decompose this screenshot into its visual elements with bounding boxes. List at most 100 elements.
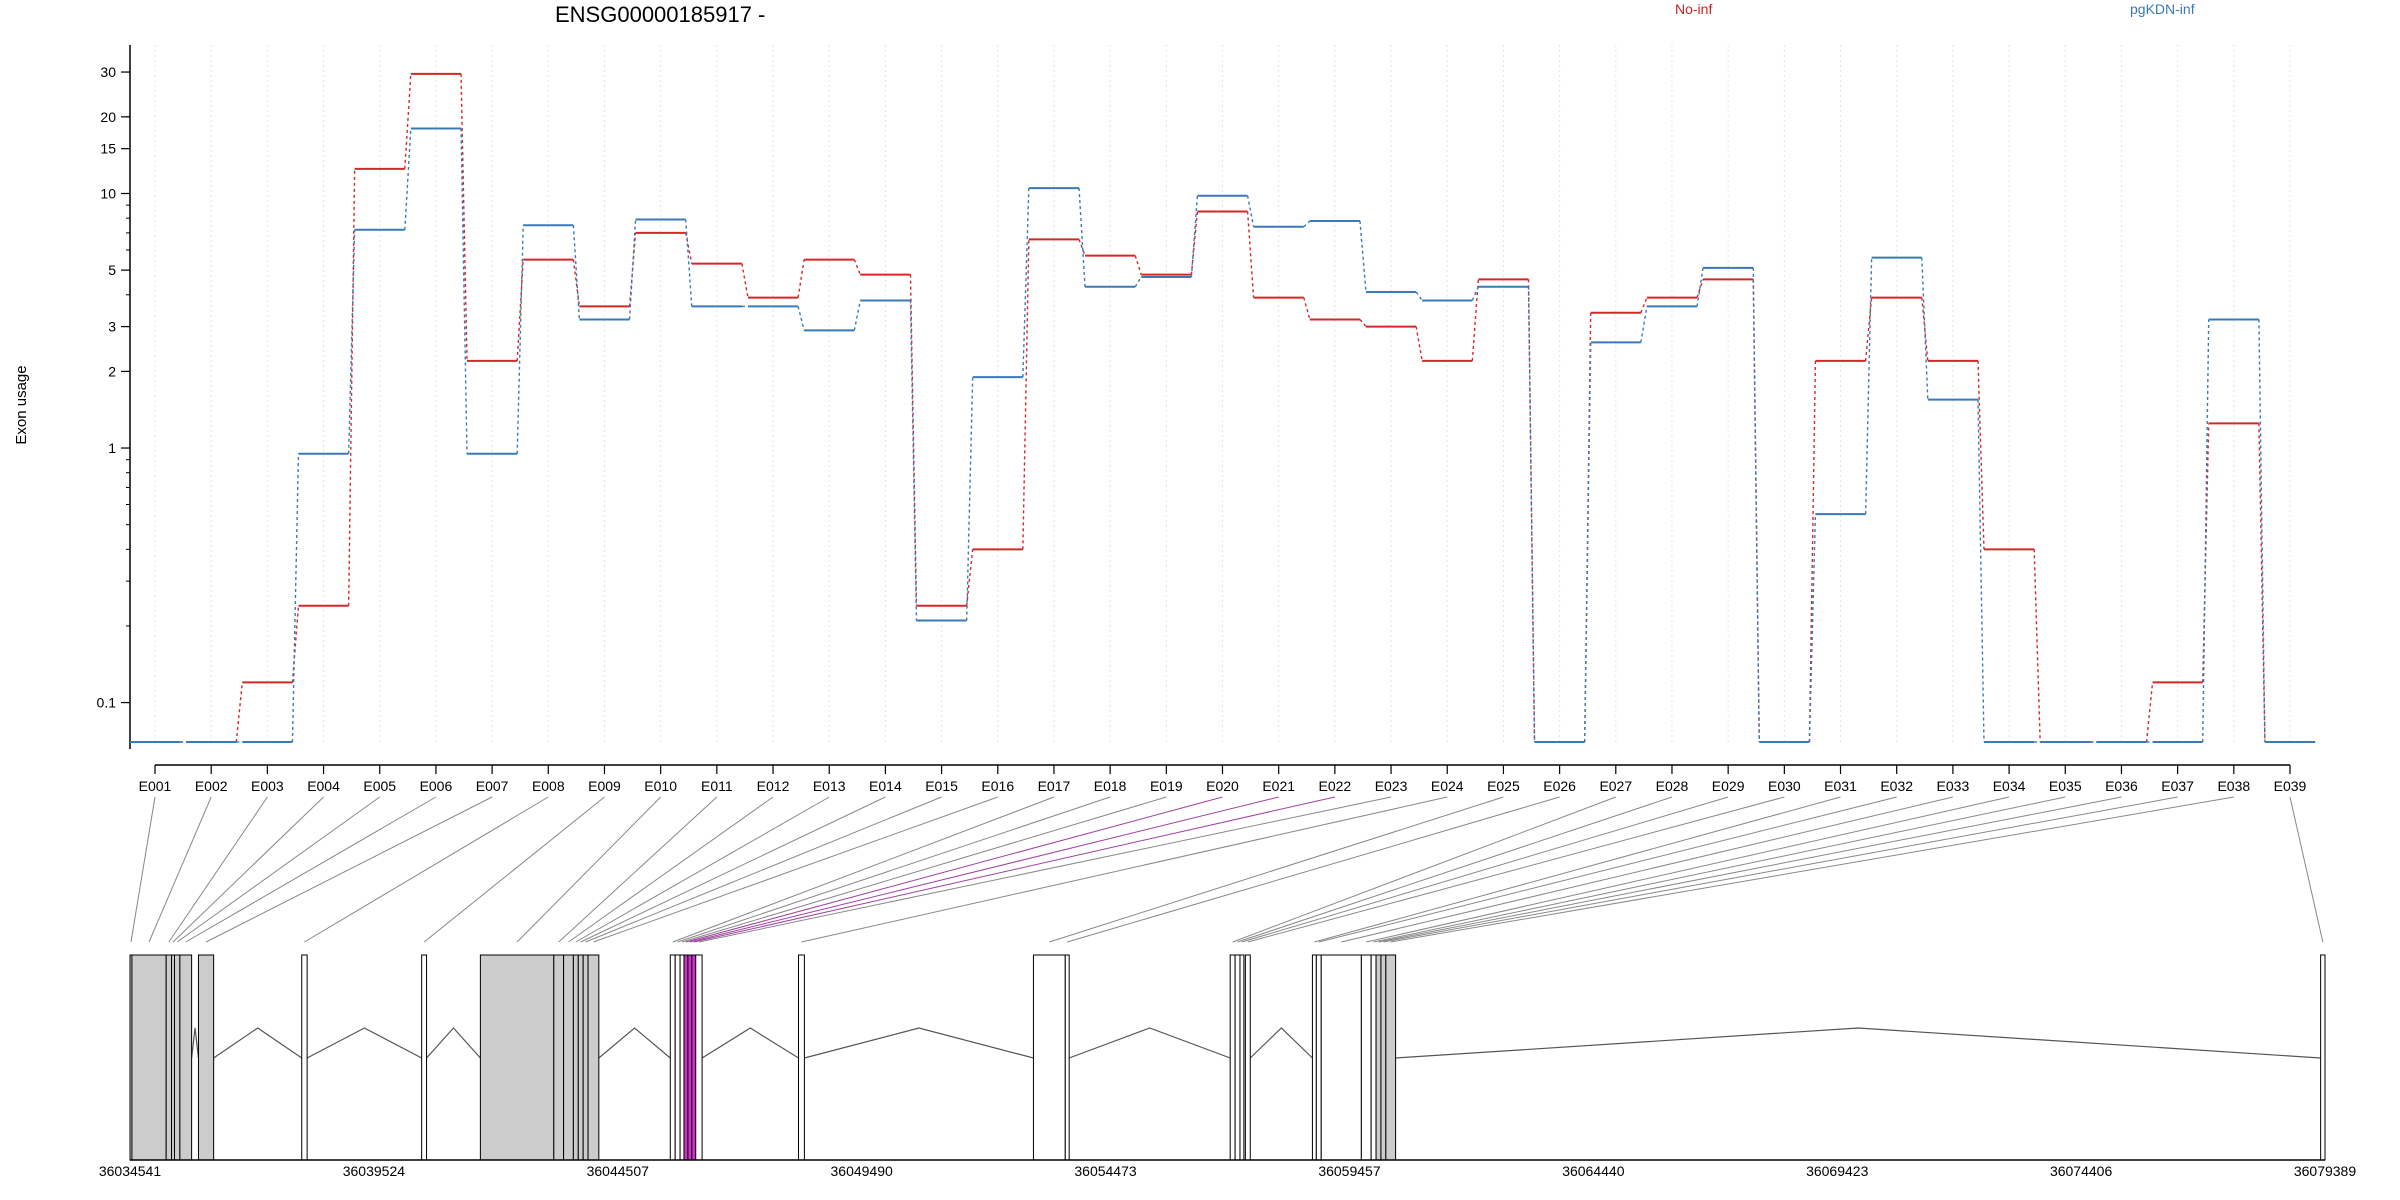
exon-connector-line xyxy=(1241,796,1729,943)
exon-connector-line xyxy=(1318,796,1897,943)
exon-box xyxy=(587,954,600,1161)
exon-connector-line xyxy=(1390,796,2234,943)
exon-connector-line xyxy=(1366,796,2010,943)
data-connector xyxy=(1022,239,1030,550)
exon-box xyxy=(179,954,193,1161)
x-tick-label: E032 xyxy=(1880,778,1913,794)
exon-box xyxy=(301,954,308,1161)
x-tick-label: E025 xyxy=(1487,778,1520,794)
genomic-tick-label: 36054473 xyxy=(1074,1163,1137,1179)
genomic-tick-label: 36039524 xyxy=(343,1163,406,1179)
data-connector xyxy=(853,259,861,275)
exon-connector-line xyxy=(558,796,718,943)
y-tick-label: 3 xyxy=(108,319,116,335)
x-tick-label: E017 xyxy=(1038,778,1071,794)
intron-line xyxy=(306,1027,422,1059)
exon-box xyxy=(577,954,584,1161)
x-tick-label: E030 xyxy=(1768,778,1801,794)
exon-connector-line xyxy=(1247,796,1785,943)
data-connector xyxy=(572,259,581,307)
genomic-tick-label: 36064440 xyxy=(1562,1163,1625,1179)
data-connector xyxy=(235,682,243,743)
x-tick-label: E027 xyxy=(1599,778,1632,794)
exon-box xyxy=(1244,954,1251,1161)
data-connector xyxy=(1415,291,1423,301)
data-connector xyxy=(1864,257,1873,515)
exon-connector-line xyxy=(580,796,886,943)
exon-box xyxy=(479,954,555,1161)
data-connector xyxy=(1134,255,1142,275)
genomic-tick-label: 36074406 xyxy=(2050,1163,2113,1179)
exon-box xyxy=(1375,954,1382,1161)
exon-box xyxy=(1311,954,1317,1161)
data-connector xyxy=(741,263,749,298)
data-connector xyxy=(1246,211,1255,298)
exon-connector-line xyxy=(168,796,268,943)
data-connector xyxy=(516,225,524,454)
y-tick-label: 30 xyxy=(100,64,116,80)
x-tick-label: E011 xyxy=(701,778,733,794)
x-tick-label: E015 xyxy=(925,778,958,794)
data-connector xyxy=(460,73,468,361)
x-tick-label: E007 xyxy=(476,778,509,794)
data-connector xyxy=(1415,326,1423,361)
data-connector xyxy=(1640,306,1648,343)
x-tick-label: E009 xyxy=(588,778,621,794)
x-tick-label: E002 xyxy=(195,778,228,794)
y-tick-label: 10 xyxy=(100,185,116,201)
series-2 xyxy=(129,127,2316,743)
x-tick-label: E006 xyxy=(420,778,453,794)
exon-connector-line xyxy=(693,796,1335,943)
intron-line xyxy=(701,1027,799,1059)
data-connector xyxy=(347,168,356,606)
x-tick-label: E033 xyxy=(1937,778,1970,794)
exon-box xyxy=(1360,954,1372,1161)
intron-line xyxy=(191,1027,200,1059)
x-tick-label: E001 xyxy=(139,778,172,794)
data-connector xyxy=(572,225,581,320)
data-connector xyxy=(909,300,918,621)
exon-connector-line xyxy=(1341,796,1954,943)
data-connector xyxy=(2258,319,2266,743)
data-connector xyxy=(685,219,693,307)
exon-box xyxy=(197,954,215,1161)
x-tick-label: E022 xyxy=(1319,778,1352,794)
data-connector xyxy=(797,259,805,298)
genomic-tick-label: 36079389 xyxy=(2294,1163,2357,1179)
exon-connector-line xyxy=(1067,796,1560,943)
exon-connector-lines xyxy=(130,796,2324,943)
exon-connector-line xyxy=(185,796,437,943)
data-connector xyxy=(1078,239,1086,256)
x-tick-label: E018 xyxy=(1094,778,1127,794)
exon-box xyxy=(687,954,693,1161)
data-connector xyxy=(1134,276,1142,288)
exon-box xyxy=(1320,954,1362,1161)
exon-connector-line xyxy=(585,796,942,943)
exon-box xyxy=(1064,954,1070,1161)
data-connector xyxy=(2145,682,2154,743)
x-tick-label: E021 xyxy=(1262,778,1295,794)
legend-entry-series-2: pgKDN-inf xyxy=(2130,1,2195,17)
exon-connector-line xyxy=(130,796,156,943)
exon-box xyxy=(131,954,167,1161)
data-connector xyxy=(1471,279,1480,361)
exon-box xyxy=(669,954,676,1161)
data-connector xyxy=(1078,188,1086,287)
data-connector xyxy=(1190,195,1199,278)
data-connector xyxy=(1640,297,1648,314)
data-connector xyxy=(404,73,412,169)
x-tick-label: E014 xyxy=(869,778,902,794)
exon-box xyxy=(553,954,565,1161)
exon-connector-line xyxy=(801,796,1448,943)
data-connector xyxy=(2202,319,2210,743)
exon-connector-line xyxy=(681,796,1167,943)
data-connector xyxy=(460,128,468,454)
intron-line xyxy=(426,1027,481,1059)
exon-box xyxy=(2320,954,2326,1161)
exon-connector-line xyxy=(672,796,1055,943)
exon-connector-line xyxy=(1049,796,1504,943)
x-tick-label: E036 xyxy=(2105,778,2138,794)
data-connector xyxy=(1696,267,1704,307)
data-connector xyxy=(797,306,805,331)
data-connector xyxy=(1246,195,1255,227)
